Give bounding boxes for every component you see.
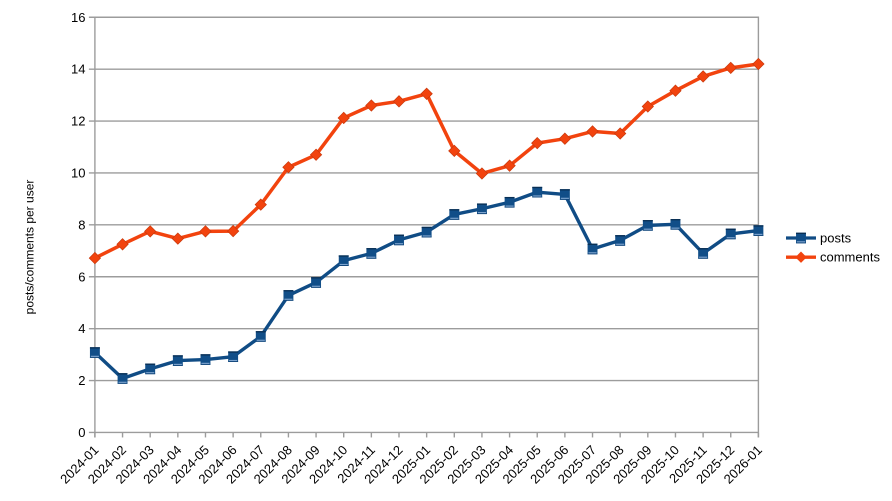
svg-text:posts/comments per user: posts/comments per user <box>23 180 37 315</box>
svg-text:6: 6 <box>78 269 85 284</box>
svg-text:8: 8 <box>78 217 85 232</box>
svg-text:posts: posts <box>820 231 852 246</box>
svg-text:2: 2 <box>78 373 85 388</box>
svg-text:10: 10 <box>71 165 85 180</box>
svg-text:comments: comments <box>820 250 880 265</box>
svg-text:16: 16 <box>71 10 85 25</box>
svg-text:14: 14 <box>71 62 85 77</box>
svg-text:0: 0 <box>78 425 85 440</box>
svg-text:4: 4 <box>78 321 85 336</box>
svg-text:12: 12 <box>71 114 85 129</box>
